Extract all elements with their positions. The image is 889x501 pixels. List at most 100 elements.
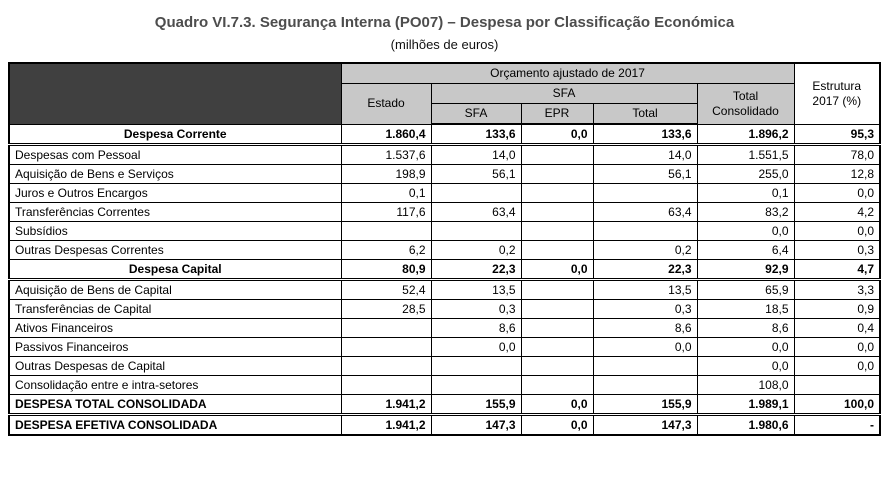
table-row: Despesa Corrente 1.860,4 133,6 0,0 133,6 1.89… (8, 123, 881, 146)
value-cell: 0,1 (340, 183, 432, 203)
value-cell: 0,3 (430, 299, 522, 319)
value-cell: 0,4 (793, 318, 881, 338)
table-row: Aquisição de Bens e Serviços 198,9 56,1 56,… (8, 164, 881, 184)
value-cell: 80,9 (340, 259, 432, 281)
value-cell: 95,3 (793, 123, 881, 146)
value-cell: 0,0 (696, 356, 795, 376)
value-cell: 147,3 (592, 414, 698, 436)
value-cell: 0,3 (793, 240, 881, 260)
row-label: Ativos Financeiros (8, 318, 342, 338)
row-label: Transferências Correntes (8, 202, 342, 222)
value-cell (520, 318, 594, 338)
header-estado: Estado (340, 83, 432, 125)
value-cell: 14,0 (592, 144, 698, 165)
value-cell: 63,4 (430, 202, 522, 222)
table-row: Juros e Outros Encargos 0,1 0,1 0,0 (8, 183, 881, 203)
table-row: DESPESA TOTAL CONSOLIDADA 1.941,2 155,9 0,0… (8, 394, 881, 416)
value-cell: 13,5 (592, 279, 698, 300)
value-cell: 0,0 (793, 356, 881, 376)
value-cell: 18,5 (696, 299, 795, 319)
value-cell: 1.860,4 (340, 123, 432, 146)
value-cell (520, 279, 594, 300)
value-cell: 133,6 (592, 123, 698, 146)
value-cell: 108,0 (696, 375, 795, 395)
value-cell: 0,0 (520, 259, 594, 281)
value-cell (520, 299, 594, 319)
value-cell: 0,0 (696, 337, 795, 357)
value-cell: 1.941,2 (340, 394, 432, 416)
table-row: Aquisição de Bens de Capital 52,4 13,5 13,5… (8, 279, 881, 300)
header-estrutura-2017: Estrutura 2017 (%) (793, 62, 881, 125)
row-label: Transferências de Capital (8, 299, 342, 319)
value-cell: 0,2 (592, 240, 698, 260)
value-cell: 155,9 (592, 394, 698, 416)
value-cell (430, 183, 522, 203)
value-cell: 3,3 (793, 279, 881, 300)
row-label: Despesa Capital (8, 259, 342, 281)
value-cell (520, 164, 594, 184)
value-cell (592, 221, 698, 241)
value-cell (592, 356, 698, 376)
table-header: Orçamento ajustado de 2017 Estrutura 201… (8, 62, 881, 125)
value-cell: 6,2 (340, 240, 432, 260)
value-cell: 1.941,2 (340, 414, 432, 436)
value-cell (340, 356, 432, 376)
value-cell: 83,2 (696, 202, 795, 222)
value-cell (340, 375, 432, 395)
value-cell (430, 356, 522, 376)
table-row: Subsídios 0,0 0,0 (8, 221, 881, 241)
table-row: Outras Despesas de Capital 0,0 0,0 (8, 356, 881, 376)
row-label: Aquisição de Bens e Serviços (8, 164, 342, 184)
value-cell: 0,9 (793, 299, 881, 319)
value-cell: 63,4 (592, 202, 698, 222)
value-cell: 56,1 (430, 164, 522, 184)
value-cell: 4,7 (793, 259, 881, 281)
value-cell: 56,1 (592, 164, 698, 184)
value-cell: 1.537,6 (340, 144, 432, 165)
value-cell: 65,9 (696, 279, 795, 300)
row-label: Subsídios (8, 221, 342, 241)
value-cell: 8,6 (696, 318, 795, 338)
value-cell: 8,6 (592, 318, 698, 338)
table-row: Transferências de Capital 28,5 0,3 0,3 18,5 0… (8, 299, 881, 319)
value-cell: 0,1 (696, 183, 795, 203)
row-label: Juros e Outros Encargos (8, 183, 342, 203)
row-label: Consolidação entre e intra-setores (8, 375, 342, 395)
value-cell (592, 375, 698, 395)
value-cell: 28,5 (340, 299, 432, 319)
value-cell: 1.551,5 (696, 144, 795, 165)
value-cell (340, 337, 432, 357)
row-label: Despesa Corrente (8, 123, 342, 146)
row-label: Outras Despesas de Capital (8, 356, 342, 376)
value-cell: 92,9 (696, 259, 795, 281)
value-cell (430, 221, 522, 241)
value-cell: 13,5 (430, 279, 522, 300)
header-total-consolidado: Total Consolidado (696, 83, 795, 125)
header-total: Total (592, 103, 698, 125)
value-cell: 0,3 (592, 299, 698, 319)
value-cell: 0,0 (793, 221, 881, 241)
value-cell: 1.896,2 (696, 123, 795, 146)
value-cell: 255,0 (696, 164, 795, 184)
value-cell (793, 375, 881, 395)
table-body: Despesa Corrente 1.860,4 133,6 0,0 133,6 1.89… (8, 123, 881, 436)
table-row: Despesa Capital 80,9 22,3 0,0 22,3 92,9 4,7 (8, 259, 881, 281)
value-cell: 22,3 (592, 259, 698, 281)
row-label: Passivos Financeiros (8, 337, 342, 357)
value-cell: 0,0 (696, 221, 795, 241)
budget-table: Orçamento ajustado de 2017 Estrutura 201… (8, 62, 881, 436)
table-row: Consolidação entre e intra-setores 108,0 (8, 375, 881, 395)
value-cell (520, 221, 594, 241)
header-orcamento-ajustado: Orçamento ajustado de 2017 (340, 62, 795, 84)
value-cell: 4,2 (793, 202, 881, 222)
value-cell: 8,6 (430, 318, 522, 338)
table-row: Outras Despesas Correntes 6,2 0,2 0,2 6,4 0,3 (8, 240, 881, 260)
value-cell: 0,0 (430, 337, 522, 357)
header-epr: EPR (520, 103, 594, 125)
value-cell: 0,0 (793, 337, 881, 357)
value-cell: 117,6 (340, 202, 432, 222)
value-cell: 0,0 (793, 183, 881, 203)
value-cell: 155,9 (430, 394, 522, 416)
row-label: DESPESA EFETIVA CONSOLIDADA (8, 414, 342, 436)
value-cell (520, 144, 594, 165)
